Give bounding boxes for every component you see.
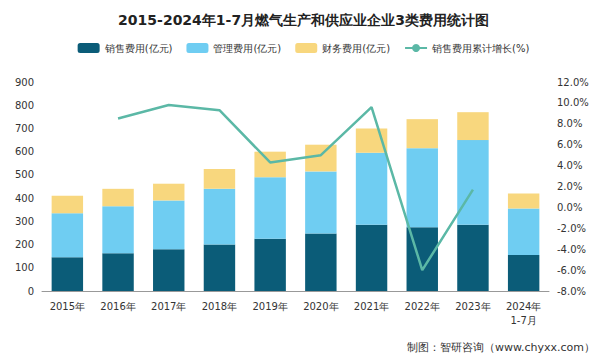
- svg-text:-4.0%: -4.0%: [557, 244, 586, 255]
- svg-text:2021年: 2021年: [354, 301, 389, 312]
- svg-text:2022年: 2022年: [405, 301, 440, 312]
- svg-text:2017年: 2017年: [151, 301, 186, 312]
- svg-text:制图：智研咨询（www.chyxx.com）: 制图：智研咨询（www.chyxx.com）: [407, 341, 595, 354]
- svg-text:管理费用(亿元): 管理费用(亿元): [213, 43, 281, 54]
- svg-text:2018年: 2018年: [202, 301, 237, 312]
- svg-text:2015年: 2015年: [50, 301, 85, 312]
- svg-text:12.0%: 12.0%: [557, 77, 589, 88]
- svg-text:销售费用(亿元): 销售费用(亿元): [104, 43, 173, 54]
- svg-text:0: 0: [28, 286, 34, 297]
- svg-text:100: 100: [15, 262, 34, 273]
- svg-text:600: 600: [15, 146, 34, 157]
- svg-text:800: 800: [15, 100, 34, 111]
- svg-text:2015-2024年1-7月燃气生产和供应业企业3类费用统计: 2015-2024年1-7月燃气生产和供应业企业3类费用统计图: [118, 12, 489, 28]
- svg-text:2.0%: 2.0%: [557, 181, 582, 192]
- svg-text:0.0%: 0.0%: [557, 202, 582, 213]
- svg-text:6.0%: 6.0%: [557, 139, 582, 150]
- svg-text:8.0%: 8.0%: [557, 118, 582, 129]
- svg-text:10.0%: 10.0%: [557, 97, 589, 108]
- svg-text:2023年: 2023年: [455, 301, 490, 312]
- svg-text:-2.0%: -2.0%: [557, 223, 586, 234]
- svg-text:-8.0%: -8.0%: [557, 286, 586, 297]
- svg-text:700: 700: [15, 123, 34, 134]
- svg-text:400: 400: [15, 193, 34, 204]
- svg-text:财务费用(亿元): 财务费用(亿元): [322, 43, 390, 54]
- svg-text:2024年: 2024年: [506, 301, 541, 312]
- svg-text:销售费用累计增长(%): 销售费用累计增长(%): [431, 43, 529, 54]
- svg-text:2016年: 2016年: [100, 301, 135, 312]
- svg-text:500: 500: [15, 169, 34, 180]
- svg-text:2019年: 2019年: [252, 301, 287, 312]
- svg-text:900: 900: [15, 77, 34, 88]
- svg-text:200: 200: [15, 239, 34, 250]
- svg-text:1-7月: 1-7月: [510, 315, 536, 326]
- svg-text:4.0%: 4.0%: [557, 160, 582, 171]
- svg-text:-6.0%: -6.0%: [557, 265, 586, 276]
- svg-text:2020年: 2020年: [303, 301, 338, 312]
- svg-text:300: 300: [15, 216, 34, 227]
